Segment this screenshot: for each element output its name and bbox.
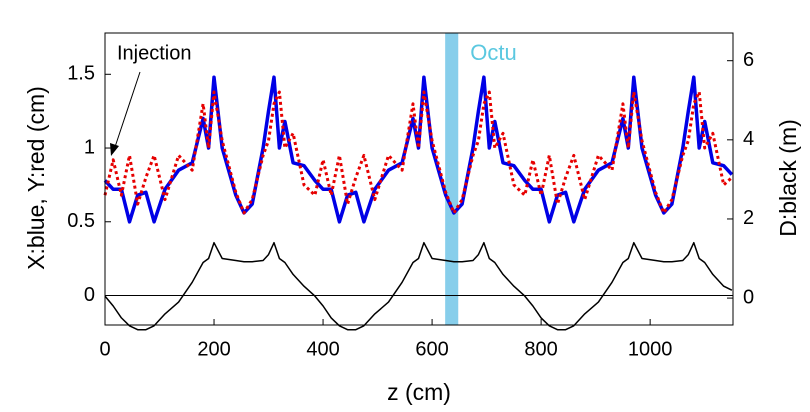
y2-tick-label: 2 bbox=[743, 207, 754, 229]
y-tick-label: 1 bbox=[84, 136, 95, 158]
y-tick-label: 0 bbox=[84, 284, 95, 306]
x-tick-label: 1000 bbox=[628, 338, 673, 360]
x-tick-label: 600 bbox=[415, 338, 448, 360]
plot-frame bbox=[104, 32, 734, 326]
y-tick-label: 0.5 bbox=[67, 210, 95, 232]
highlight-band bbox=[445, 33, 459, 325]
x-tick-label: 400 bbox=[306, 338, 339, 360]
x-tick-label: 0 bbox=[99, 338, 110, 360]
series-line bbox=[103, 75, 734, 224]
y-axis-label: X:blue, Y:red (cm) bbox=[23, 86, 49, 270]
highlight-layer bbox=[105, 33, 733, 325]
annotation: Injection bbox=[117, 42, 192, 64]
y2-tick-label: 6 bbox=[743, 49, 754, 71]
x-tick-label: 200 bbox=[197, 338, 230, 360]
y2-axis-label: D:black (m) bbox=[775, 119, 801, 237]
y2-tick-label: 4 bbox=[743, 128, 754, 150]
series-line bbox=[103, 90, 733, 215]
series-line bbox=[104, 241, 733, 331]
y-tick-label: 1.5 bbox=[67, 63, 95, 85]
x-tick-label: 800 bbox=[524, 338, 557, 360]
x-axis-label: z (cm) bbox=[387, 379, 451, 405]
y2-tick-label: 0 bbox=[743, 286, 754, 308]
arrow-head bbox=[110, 143, 119, 156]
series-layer bbox=[103, 75, 734, 331]
highlight-label: Octu bbox=[470, 40, 516, 65]
annotation-arrow bbox=[113, 71, 141, 151]
